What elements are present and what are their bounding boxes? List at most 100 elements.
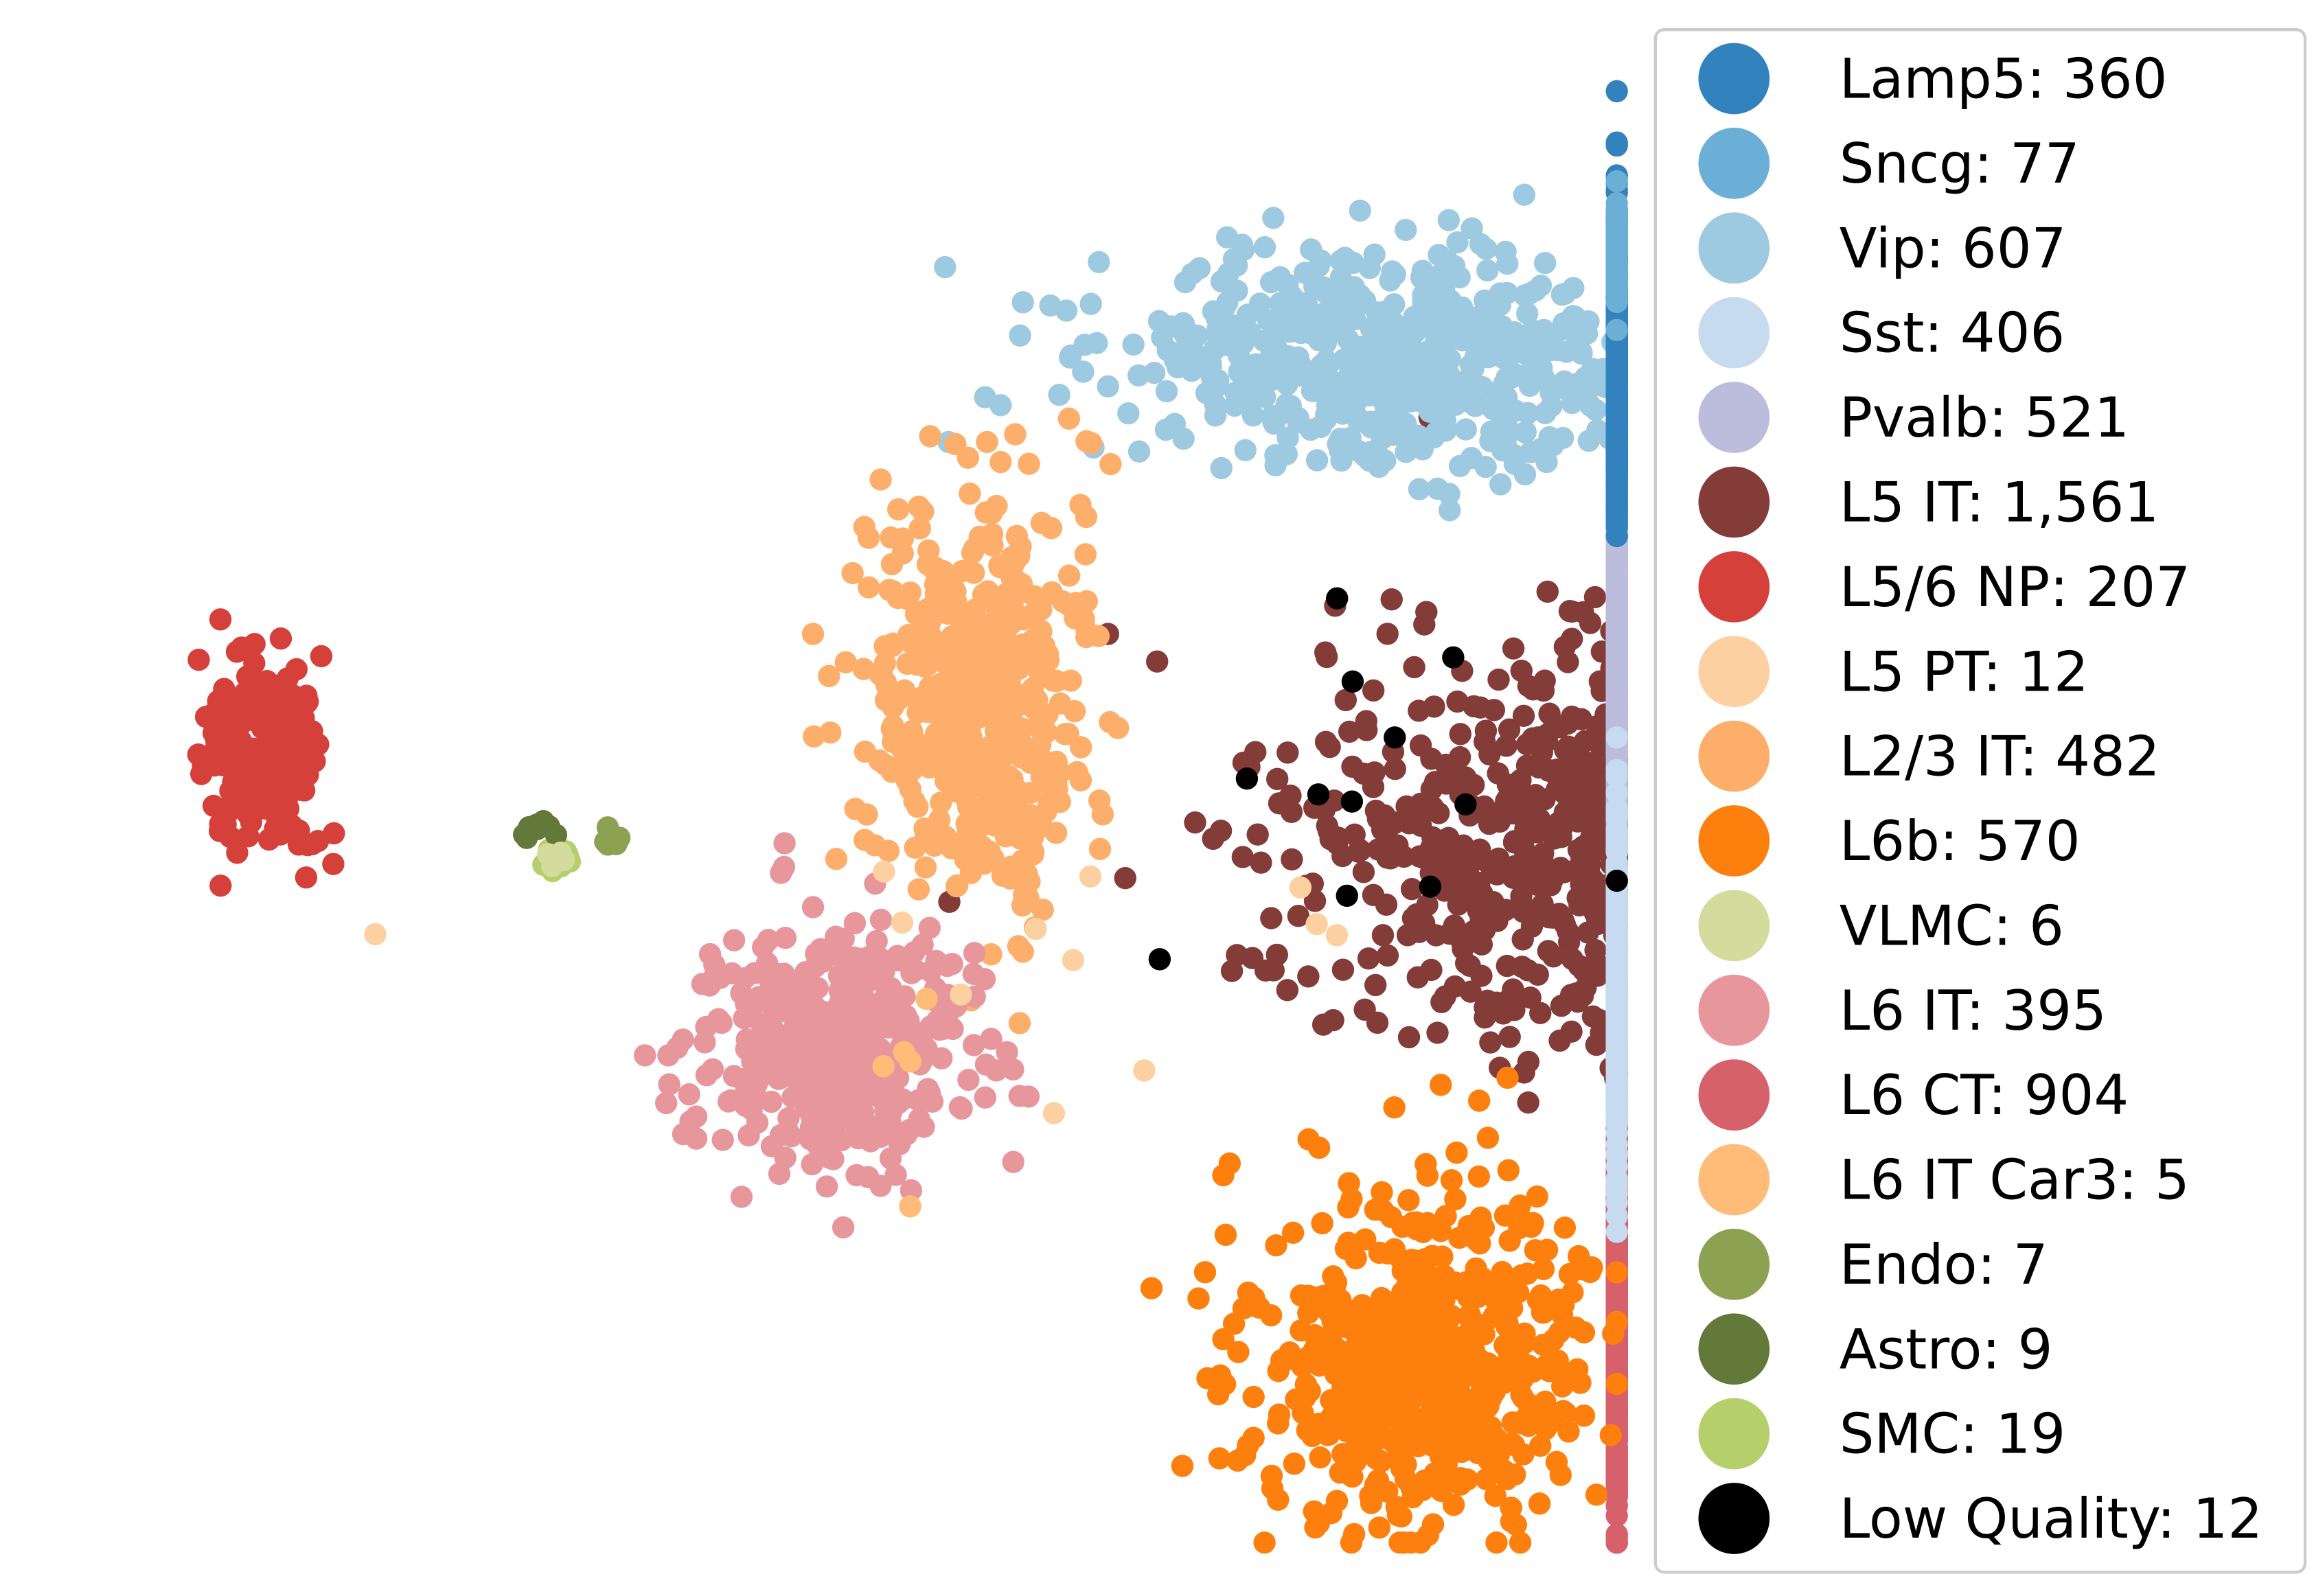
point-l6b <box>1354 1228 1377 1251</box>
point-l6b <box>1267 1488 1290 1511</box>
point-vip <box>1358 257 1381 279</box>
point-l6b <box>1564 1316 1588 1339</box>
point-l6b <box>1434 1205 1457 1227</box>
point-l2-3-it <box>841 562 864 585</box>
point-l6b <box>1359 1356 1382 1379</box>
point-vip <box>1383 312 1406 334</box>
point-l6b <box>1579 1260 1601 1284</box>
point-l6b <box>1412 1221 1434 1243</box>
point-l5-it <box>1470 964 1493 987</box>
point-l6b <box>1307 1512 1330 1535</box>
point-vip <box>1381 260 1404 283</box>
point-vip <box>1127 364 1150 387</box>
point-l2-3-it <box>1069 736 1092 759</box>
point-l6b <box>1227 1341 1250 1363</box>
point-l6b <box>1351 1294 1373 1317</box>
point-vip <box>1464 395 1487 417</box>
point-vip <box>1155 380 1178 403</box>
point-l2-3-it <box>914 856 937 879</box>
point-l5-it <box>1384 757 1406 780</box>
point-l5-it <box>1526 963 1549 986</box>
point-vip <box>1262 410 1285 433</box>
point-vip <box>1513 463 1537 486</box>
point-vip <box>1172 427 1195 450</box>
point-l6b <box>1218 1152 1241 1175</box>
point-l5-it <box>1357 947 1380 970</box>
point-l6b <box>1386 1313 1409 1336</box>
point-l2-3-it <box>952 637 975 660</box>
point-l6-ct <box>1605 1396 1628 1420</box>
point-l5-it <box>1428 802 1450 824</box>
point-l6b <box>1448 1226 1471 1249</box>
point-sst <box>1605 765 1628 788</box>
point-vip <box>1584 398 1607 421</box>
point-vip <box>1395 218 1417 242</box>
point-l6-ct <box>1605 1238 1628 1260</box>
point-l5-it <box>1503 999 1526 1021</box>
point-l2-3-it <box>944 580 967 603</box>
point-l6b <box>1557 1420 1580 1443</box>
point-vip <box>1329 249 1352 273</box>
point-l5-it <box>1476 890 1498 914</box>
cluster-l2-3-it <box>801 407 1130 1034</box>
point-l5-it <box>1364 973 1387 997</box>
point-l5-it <box>1584 951 1607 973</box>
point-l6b <box>1475 1468 1498 1490</box>
point-l5-it <box>1561 600 1583 623</box>
point-l6b <box>1406 1376 1428 1400</box>
point-l6b <box>1279 1341 1301 1364</box>
point-vip <box>1086 332 1108 354</box>
point-l6b <box>1521 1361 1544 1383</box>
point-l5-it <box>1530 675 1553 697</box>
point-l2-3-it <box>913 655 936 678</box>
point-vip <box>1465 312 1489 334</box>
point-l2-3-it <box>893 747 916 770</box>
point-l6b <box>1602 1322 1625 1345</box>
point-l6b <box>1507 1281 1530 1304</box>
point-l2-3-it <box>1008 1012 1031 1034</box>
point-l5-it <box>1352 861 1375 883</box>
point-l2-3-it <box>973 689 996 712</box>
point-l6b <box>1504 1463 1526 1486</box>
point-l5-it <box>1473 795 1496 818</box>
point-l2-3-it <box>1031 588 1053 610</box>
point-l6b <box>1458 1304 1480 1327</box>
point-l2-3-it <box>1036 703 1059 726</box>
point-vip <box>1295 292 1318 314</box>
point-l6b <box>1360 1337 1383 1360</box>
point-vip <box>1412 284 1434 307</box>
point-l5-it <box>1561 627 1583 650</box>
point-l6b <box>1193 1261 1217 1284</box>
point-l5-it <box>1526 820 1549 844</box>
point-vip <box>1202 300 1225 323</box>
point-vip <box>1370 423 1393 446</box>
point-vip <box>1127 440 1151 463</box>
point-vip <box>1439 499 1461 522</box>
point-vip <box>1469 233 1492 255</box>
cluster-l6b <box>1140 1066 1628 1554</box>
point-l2-3-it <box>1057 407 1081 430</box>
point-l2-3-it <box>1057 564 1081 587</box>
point-pvalb <box>1605 689 1628 711</box>
point-l6b <box>1555 1402 1577 1424</box>
point-l6b <box>1431 1245 1454 1268</box>
point-l6b <box>1531 1301 1554 1323</box>
point-l2-3-it <box>938 670 961 693</box>
point-l6b <box>1599 1424 1623 1446</box>
point-l6b <box>1550 1303 1574 1326</box>
point-l6b <box>1605 1372 1628 1396</box>
point-vip <box>1173 270 1197 294</box>
point-l5-it <box>1297 965 1320 988</box>
point-vip <box>1446 231 1469 254</box>
point-l5-it <box>1446 690 1469 713</box>
point-l6-ct <box>1605 1504 1628 1527</box>
point-vip <box>1517 344 1539 367</box>
point-l5-it <box>1202 827 1224 851</box>
point-vip <box>1437 209 1460 231</box>
point-l6b <box>1320 1389 1342 1412</box>
point-l6b <box>1532 1258 1555 1280</box>
point-l6b <box>1481 1277 1504 1301</box>
point-l6b <box>1500 1510 1523 1533</box>
point-l6b <box>1482 1305 1505 1328</box>
point-l6b <box>1406 1358 1429 1381</box>
